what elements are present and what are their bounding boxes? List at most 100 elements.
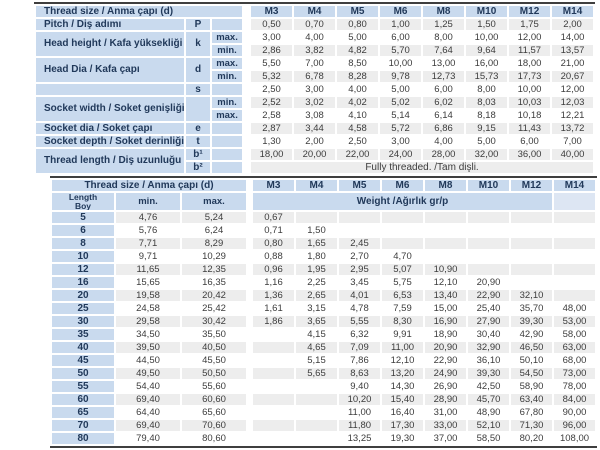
weight-cell: 58,50 xyxy=(468,433,509,444)
weight-cell: 1,80 xyxy=(296,251,337,262)
weight-cell: 24,90 xyxy=(425,368,466,379)
min-cell: 69,40 xyxy=(116,394,180,405)
value-cell: 36,00 xyxy=(509,149,551,160)
value-cell: 10,00 xyxy=(509,84,551,95)
weight-cell: 0,67 xyxy=(253,212,294,223)
table-row: 80 79,40 80,60 13,25 19,30 37,00 58,50 80,20 108… xyxy=(52,433,595,444)
spacer xyxy=(244,58,249,69)
length-cell: 55 xyxy=(52,381,114,392)
length-cell: 25 xyxy=(52,303,114,314)
spacer xyxy=(248,316,251,327)
weight-cell: 9,91 xyxy=(382,329,423,340)
weight-cell: 52,10 xyxy=(468,420,509,431)
weight-cell xyxy=(253,407,294,418)
weight-cell xyxy=(468,225,509,236)
weight-cell xyxy=(511,212,552,223)
weight-cell: 6,32 xyxy=(339,329,380,340)
weight-cell: 20,90 xyxy=(425,342,466,353)
min-cell: 64,40 xyxy=(116,407,180,418)
weight-cell: 33,00 xyxy=(425,420,466,431)
table-row: 65 64,40 65,60 11,00 16,40 31,00 48,90 67,80 90,… xyxy=(52,407,595,418)
spacer xyxy=(248,368,251,379)
size-header-m10: M10 xyxy=(468,180,509,191)
weight-cell xyxy=(253,355,294,366)
row-label: Socket depth / Soket derinliği xyxy=(36,136,184,147)
weight-cell xyxy=(339,212,380,223)
spacer xyxy=(248,225,251,236)
weight-cell xyxy=(554,225,595,236)
row-label: Socket dia / Soket çapı xyxy=(36,123,184,134)
spacer xyxy=(248,407,251,418)
spacer xyxy=(248,193,251,210)
weight-cell xyxy=(296,433,337,444)
weight-cell xyxy=(296,420,337,431)
table-row: 60 69,40 60,60 10,20 15,40 28,90 45,70 63,40 84,… xyxy=(52,394,595,405)
value-cell: 40,00 xyxy=(552,149,594,160)
weight-cell: 63,00 xyxy=(554,342,595,353)
length-cell: 65 xyxy=(52,407,114,418)
weight-cell: 18,90 xyxy=(425,329,466,340)
weight-cell xyxy=(511,225,552,236)
max-column-header: max. xyxy=(182,193,246,210)
weight-cell: 1,95 xyxy=(296,264,337,275)
value-cell: 22,00 xyxy=(337,149,379,160)
table-row: 50 49,50 50,50 5,65 8,63 13,20 24,90 39,30 54,50… xyxy=(52,368,595,379)
weight-cell xyxy=(253,433,294,444)
value-cell: 1,50 xyxy=(466,19,508,30)
size-header-m4: M4 xyxy=(294,6,336,17)
min-column-header: min. xyxy=(116,193,180,210)
length-cell: 35 xyxy=(52,329,114,340)
weight-cell: 1,86 xyxy=(253,316,294,327)
weight-cell: 1,16 xyxy=(253,277,294,288)
weight-cell xyxy=(468,264,509,275)
weight-cell: 4,65 xyxy=(296,342,337,353)
value-cell: 20,67 xyxy=(552,71,594,82)
weight-cell: 30,40 xyxy=(468,329,509,340)
weight-cell: 78,00 xyxy=(554,381,595,392)
value-cell: 1,25 xyxy=(423,19,465,30)
row-label: Head height / Kafa yüksekliği xyxy=(36,32,184,56)
table-row: 25 24,58 25,42 1,61 3,15 4,78 7,59 15,00 25,40 35… xyxy=(52,303,595,314)
table1-body: Pitch / Diş adımı P 0,50 0,70 0,80 1,00 1,25 1,… xyxy=(36,19,594,173)
weight-cell: 11,00 xyxy=(382,342,423,353)
table-row: Thread length / Diş uzunluğu b¹ 18,00 20,00… xyxy=(36,149,594,173)
value-cell: 8,00 xyxy=(466,84,508,95)
length-cell: 30 xyxy=(52,316,114,327)
weight-cell: 68,00 xyxy=(554,355,595,366)
value-cell: 18,00 xyxy=(509,58,551,69)
weight-cell xyxy=(511,238,552,249)
weight-cell xyxy=(382,212,423,223)
value-cell: 13,00 xyxy=(423,58,465,69)
size-header-m3: M3 xyxy=(253,180,294,191)
value-cell: 6,00 xyxy=(380,32,422,43)
weight-cell: 80,20 xyxy=(511,433,552,444)
weight-cell xyxy=(511,264,552,275)
length-cell: 40 xyxy=(52,342,114,353)
row-label xyxy=(36,84,184,95)
symbol-cell: b² xyxy=(186,162,210,173)
weight-cell: 16,40 xyxy=(382,407,423,418)
value-cell: 3,82 xyxy=(294,45,336,56)
weight-cell: 50,10 xyxy=(511,355,552,366)
table-row: Pitch / Diş adımı P 0,50 0,70 0,80 1,00 1,25 1,… xyxy=(36,19,594,30)
dimensions-table: Thread size / Anma çapı (d) M3 M4 M5 M6 … xyxy=(34,2,596,175)
table-row: 6 5,76 6,24 0,71 1,50 xyxy=(52,225,595,236)
spacer xyxy=(244,110,249,121)
weight-cell xyxy=(425,251,466,262)
value-cell: 9,64 xyxy=(466,45,508,56)
value-cell: 16,00 xyxy=(466,58,508,69)
value-cell: 8,18 xyxy=(466,110,508,121)
value-cell: 2,58 xyxy=(251,110,293,121)
max-cell: 20,42 xyxy=(182,290,246,301)
row-label: Thread length / Diş uzunluğu xyxy=(36,149,184,173)
weight-cell: 63,40 xyxy=(511,394,552,405)
row-label: Head Dia / Kafa çapı xyxy=(36,58,184,82)
min-cell: 9,71 xyxy=(116,251,180,262)
weight-cell xyxy=(382,238,423,249)
size-header-row: Thread size / Anma çapı (d) M3 M4 M5 M6 … xyxy=(36,6,594,17)
qualifier-cell: max. xyxy=(212,110,243,121)
weight-cell xyxy=(554,238,595,249)
value-cell: 8,50 xyxy=(337,58,379,69)
min-cell: 49,50 xyxy=(116,368,180,379)
weight-cell: 10,20 xyxy=(339,394,380,405)
